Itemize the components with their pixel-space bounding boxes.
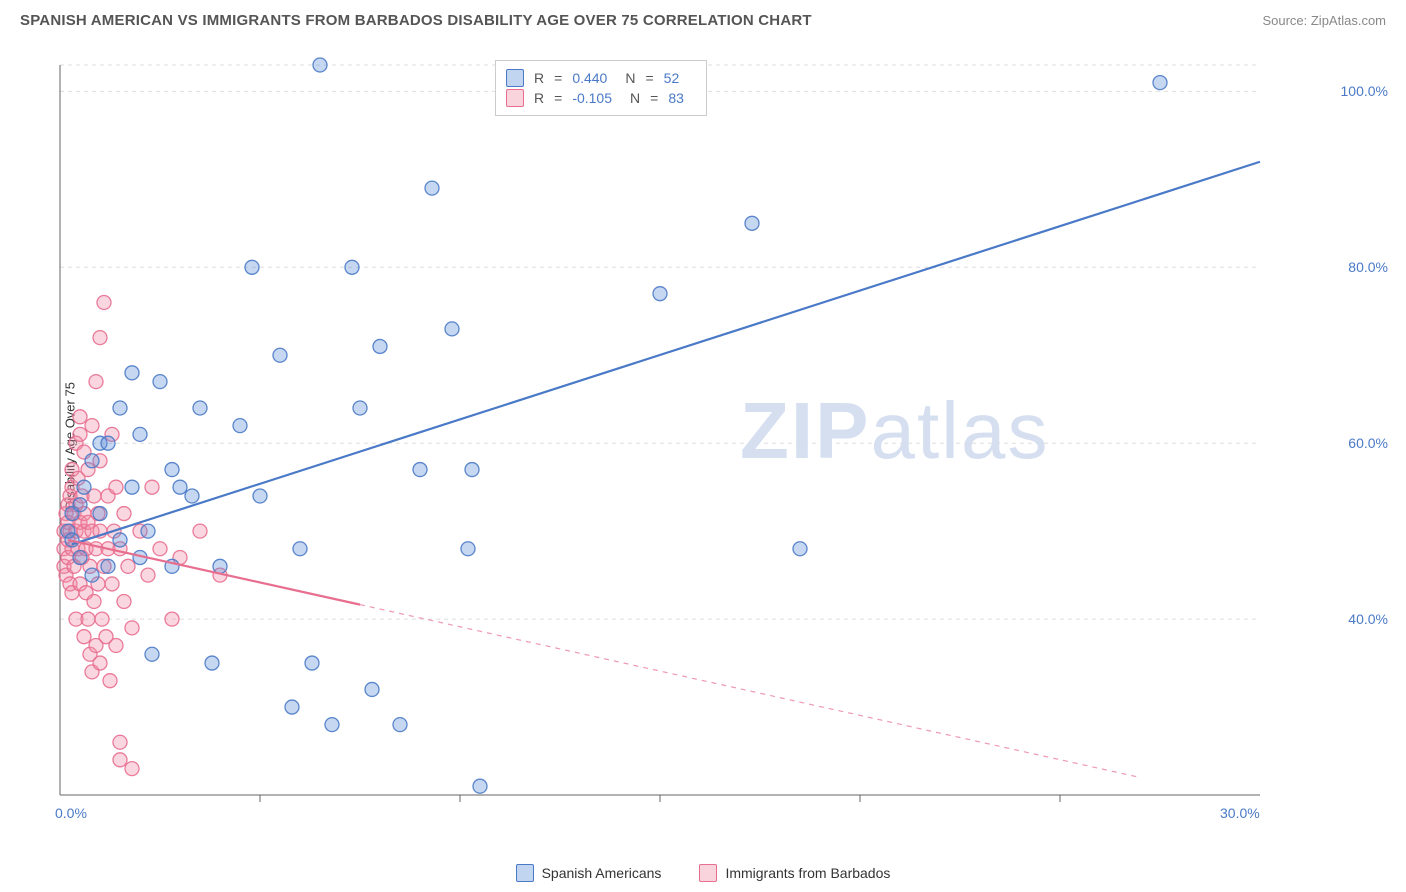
n-label: N	[625, 70, 635, 86]
n-value-1: 52	[664, 70, 680, 86]
eq-label: =	[554, 70, 562, 86]
stats-row-2: R = -0.105 N = 83	[506, 89, 692, 107]
legend: Spanish Americans Immigrants from Barbad…	[0, 864, 1406, 882]
stats-row-1: R = 0.440 N = 52	[506, 69, 692, 87]
legend-item-2: Immigrants from Barbados	[699, 864, 890, 882]
y-tick-label: 100.0%	[1341, 83, 1388, 99]
legend-label-1: Spanish Americans	[542, 865, 662, 881]
x-tick-label: 0.0%	[55, 805, 87, 821]
y-tick-label: 40.0%	[1348, 611, 1388, 627]
stats-panel: R = 0.440 N = 52 R = -0.105 N = 83	[495, 60, 707, 116]
swatch-pink-icon	[699, 864, 717, 882]
r-label: R	[534, 90, 544, 106]
eq-label: =	[650, 90, 658, 106]
y-tick-label: 60.0%	[1348, 435, 1388, 451]
chart-title: SPANISH AMERICAN VS IMMIGRANTS FROM BARB…	[20, 12, 812, 29]
y-tick-label: 80.0%	[1348, 259, 1388, 275]
legend-label-2: Immigrants from Barbados	[725, 865, 890, 881]
r-value-1: 0.440	[572, 70, 607, 86]
swatch-blue-icon	[506, 69, 524, 87]
eq-label: =	[645, 70, 653, 86]
source-label: Source: ZipAtlas.com	[1262, 13, 1386, 28]
scatter-plot: ZIPatlas	[50, 55, 1330, 825]
legend-item-1: Spanish Americans	[516, 864, 662, 882]
r-label: R	[534, 70, 544, 86]
x-tick-label: 30.0%	[1220, 805, 1260, 821]
n-label: N	[630, 90, 640, 106]
swatch-blue-icon	[516, 864, 534, 882]
n-value-2: 83	[668, 90, 684, 106]
r-value-2: -0.105	[572, 90, 612, 106]
eq-label: =	[554, 90, 562, 106]
swatch-pink-icon	[506, 89, 524, 107]
